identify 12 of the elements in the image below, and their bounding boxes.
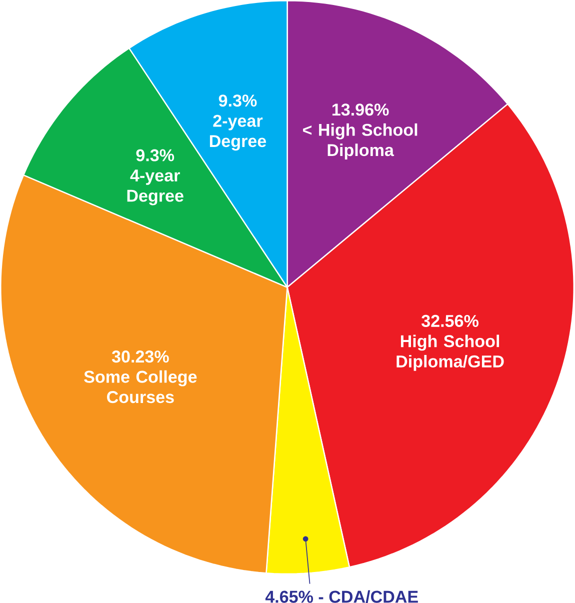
slice-label: 2-year Degree: [210, 114, 266, 151]
data-label: 13.96%: [332, 104, 389, 116]
data-label: 9.3%: [136, 149, 174, 162]
slice-label: < High School Diploma: [303, 123, 418, 160]
data-label: 4.65% -: [266, 590, 324, 603]
data-label: 9.3%: [219, 94, 257, 107]
data-label: 30.23%: [112, 350, 170, 363]
slice-label: Some College Courses: [84, 370, 197, 404]
data-label: 32.56%: [422, 314, 479, 328]
slice-label: High School Diploma/GED: [396, 334, 504, 371]
slice-label: CDA/CDAE: [330, 590, 418, 603]
slice-label: 4-year Degree: [128, 170, 184, 206]
